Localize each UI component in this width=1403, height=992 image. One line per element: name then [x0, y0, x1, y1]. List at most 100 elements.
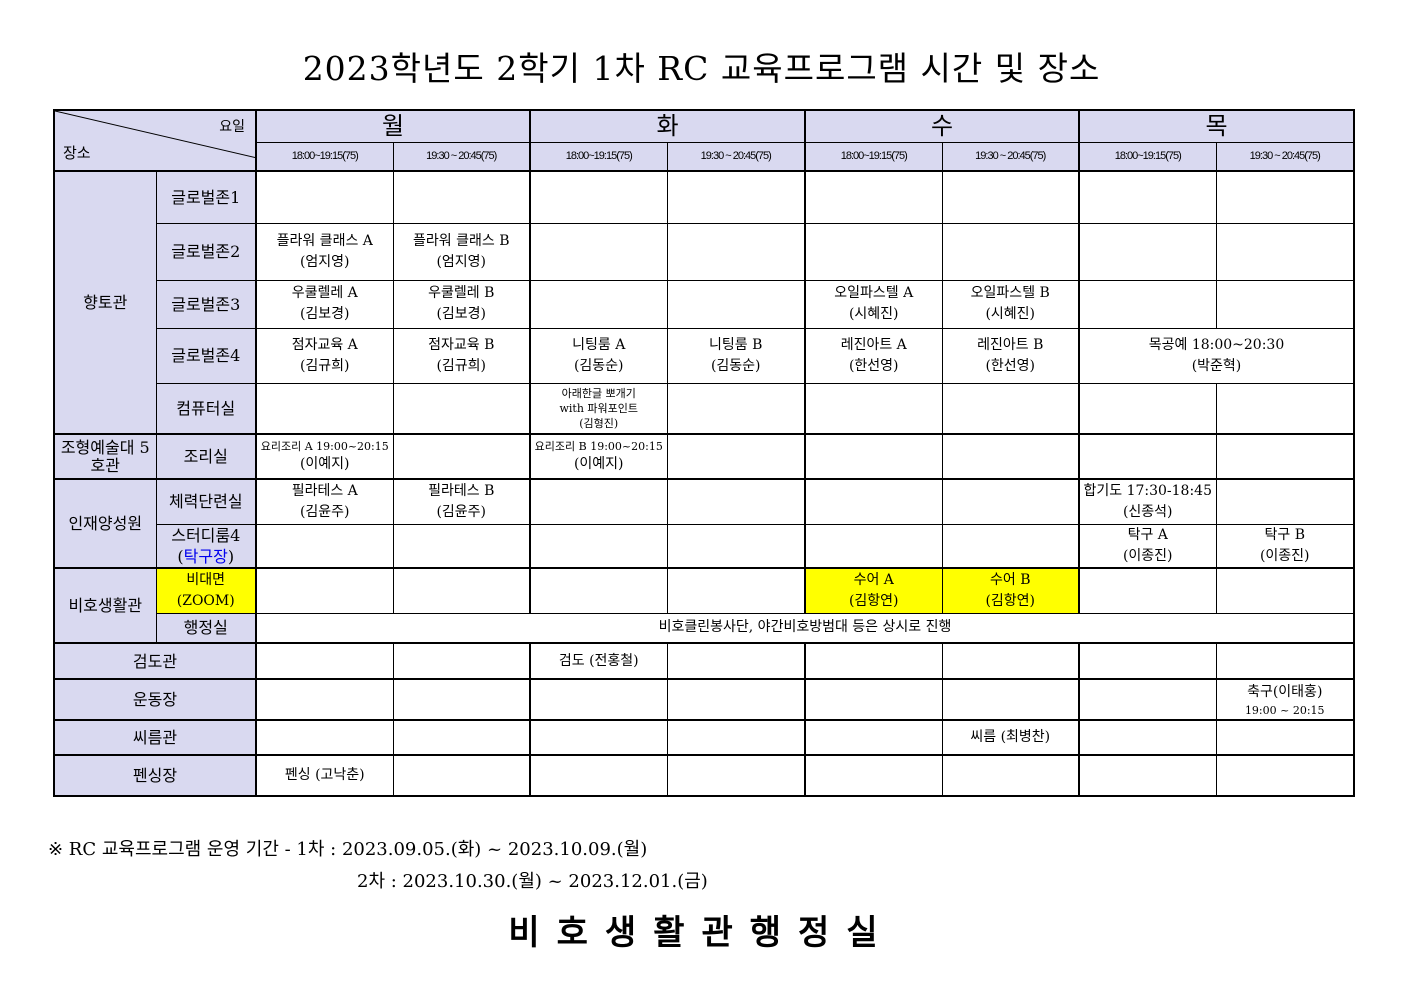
empty-cell — [666, 279, 806, 329]
day-header: 목 — [1078, 109, 1355, 143]
room-name: 체력단련실 — [168, 492, 243, 512]
cell-text: (김보경) — [436, 306, 487, 322]
room-name: 컴퓨터실 — [176, 398, 236, 418]
table-row: 비호생활관 비대면 (ZOOM) 수어 A (김항연) 수어 B (김항연) — [53, 567, 1355, 644]
empty-cell — [392, 433, 531, 480]
empty-cell — [804, 642, 943, 680]
cell-text: 필라테스 B — [428, 482, 495, 499]
empty-cell — [255, 382, 394, 435]
room-name: 비대면 — [186, 571, 226, 588]
empty-cell — [666, 523, 806, 569]
empty-cell — [804, 523, 943, 569]
empty-cell — [392, 719, 531, 756]
building-cell: 검도관 — [53, 642, 257, 680]
program-cell: 필라테스 A (김윤주) — [255, 478, 394, 525]
program-cell: 점자교육 B (김규희) — [392, 327, 531, 384]
empty-cell — [804, 719, 943, 756]
empty-cell — [941, 170, 1080, 224]
cell-text: 축구(이태홍) — [1247, 683, 1323, 700]
program-cell: 아래한글 뽀개기 with 파워포인트 (김형진) — [529, 382, 668, 435]
cell-text: (김규희) — [299, 357, 350, 374]
program-cell: 요리조리 A 19:00~20:15 (이예지) — [255, 433, 394, 480]
page-title: 2023학년도 2학기 1차 RC 교육프로그램 시간 및 장소 — [302, 49, 1101, 88]
cell-text: 검도 (전홍철) — [558, 652, 639, 669]
cell-text: 오일파스텔 A — [834, 285, 914, 301]
cell-text: 펜싱 (고낙춘) — [284, 767, 365, 783]
empty-cell — [392, 382, 531, 435]
program-cell: 니팅룸 A (김동순) — [529, 327, 668, 384]
room-cell: 조리실 — [155, 433, 257, 480]
empty-cell — [1215, 279, 1355, 329]
empty-cell — [804, 478, 943, 525]
cell-text: 필라테스 A — [291, 482, 358, 499]
cell-text: 수어 A — [853, 571, 894, 588]
table-row: 펜싱장 펜싱 (고낙춘) — [53, 754, 1355, 797]
empty-cell — [941, 433, 1080, 480]
cell-text: (한선영) — [848, 357, 899, 374]
empty-cell — [529, 754, 668, 797]
program-cell: 플라워 클래스 B (엄지영) — [392, 222, 531, 281]
empty-cell — [1215, 478, 1355, 525]
table-row: 스터디룸4 (탁구장) 탁구 A (이종진) 탁구 B (이종진) — [54, 523, 1355, 569]
empty-cell — [255, 523, 394, 569]
cell-text: (신종석) — [1122, 503, 1173, 520]
empty-cell — [529, 279, 668, 329]
empty-cell — [941, 642, 1080, 680]
empty-cell — [255, 678, 394, 721]
empty-cell — [392, 170, 531, 224]
cell-text: (김항연) — [985, 592, 1036, 609]
empty-cell — [392, 567, 531, 614]
program-cell: 합기도 17:30-18:45 (신종석) — [1078, 478, 1217, 525]
day-header-label: 요일 — [219, 119, 245, 135]
empty-cell — [1078, 170, 1217, 224]
program-cell: 우쿨렐레 B (김보경) — [392, 279, 531, 329]
empty-cell — [529, 523, 668, 569]
cell-text: 19:00 ~ 20:15 — [1244, 703, 1325, 717]
empty-cell — [392, 754, 531, 797]
empty-cell — [529, 170, 668, 224]
table-row: 글로벌존2 플라워 클래스 A (엄지영) 플라워 클래스 B (엄지영) — [54, 222, 1355, 281]
room-name: 글로벌존2 — [171, 242, 241, 261]
period-note-2: 2차 : 2023.10.30.(월) ~ 2023.12.01.(금) — [357, 871, 708, 892]
time-slot-header: 19:30 ~ 20:45(75) — [392, 141, 531, 172]
cell-text: 레진아트 A — [840, 336, 907, 353]
empty-cell — [804, 678, 943, 721]
program-cell: 펜싱 (고낙춘) — [255, 754, 394, 797]
table-row: 인재양성원 체력단련실 필라테스 A (김윤주) 필라테스 B (김윤주) 합기도 17:3… — [53, 478, 1355, 569]
cell-text: 목공예 18:00~20:30 — [1148, 336, 1285, 353]
cell-text: 씨름 (최병찬) — [970, 729, 1051, 745]
empty-cell — [1215, 719, 1355, 756]
empty-cell — [666, 222, 806, 281]
empty-cell — [941, 222, 1080, 281]
empty-cell — [666, 642, 806, 680]
empty-cell — [941, 678, 1080, 721]
cell-text: 오일파스텔 B — [970, 285, 1050, 301]
cell-text: 우쿨렐레 B — [428, 285, 495, 301]
room-name: (탁구장) — [177, 546, 235, 566]
empty-cell — [1215, 433, 1355, 480]
room-name: 글로벌존3 — [171, 294, 241, 314]
empty-cell — [666, 754, 806, 797]
empty-cell — [666, 478, 806, 525]
time-slot-header: 18:00~19:15(75) — [804, 141, 943, 172]
room-alias: 탁구장 — [183, 546, 228, 566]
table-row: 조형예술대 5호관 조리실 요리조리 A 19:00~20:15 (이예지) 요리조리 … — [53, 433, 1355, 480]
empty-cell — [1078, 642, 1217, 680]
program-cell: 레진아트 A (한선영) — [804, 327, 943, 384]
cell-text: 플라워 클래스 A — [276, 232, 373, 249]
empty-cell — [1078, 754, 1217, 797]
diagonal-line — [55, 111, 255, 159]
empty-cell — [529, 567, 668, 614]
building-cell: 향토관 — [53, 170, 157, 435]
cell-text: 니팅룸 A — [572, 336, 626, 353]
empty-cell — [529, 478, 668, 525]
empty-cell — [666, 433, 806, 480]
cell-text: (이종진) — [1259, 547, 1310, 564]
empty-cell — [804, 754, 943, 797]
program-cell: 플라워 클래스 A (엄지영) — [255, 222, 394, 281]
program-cell: 니팅룸 B (김동순) — [666, 327, 806, 384]
cell-text: (김윤주) — [299, 503, 350, 520]
cell-text: 합기도 17:30-18:45 — [1083, 482, 1212, 499]
table-row: 컴퓨터실 아래한글 뽀개기 with 파워포인트 (김형진) — [54, 382, 1355, 435]
cell-text: (김동순) — [573, 357, 624, 374]
